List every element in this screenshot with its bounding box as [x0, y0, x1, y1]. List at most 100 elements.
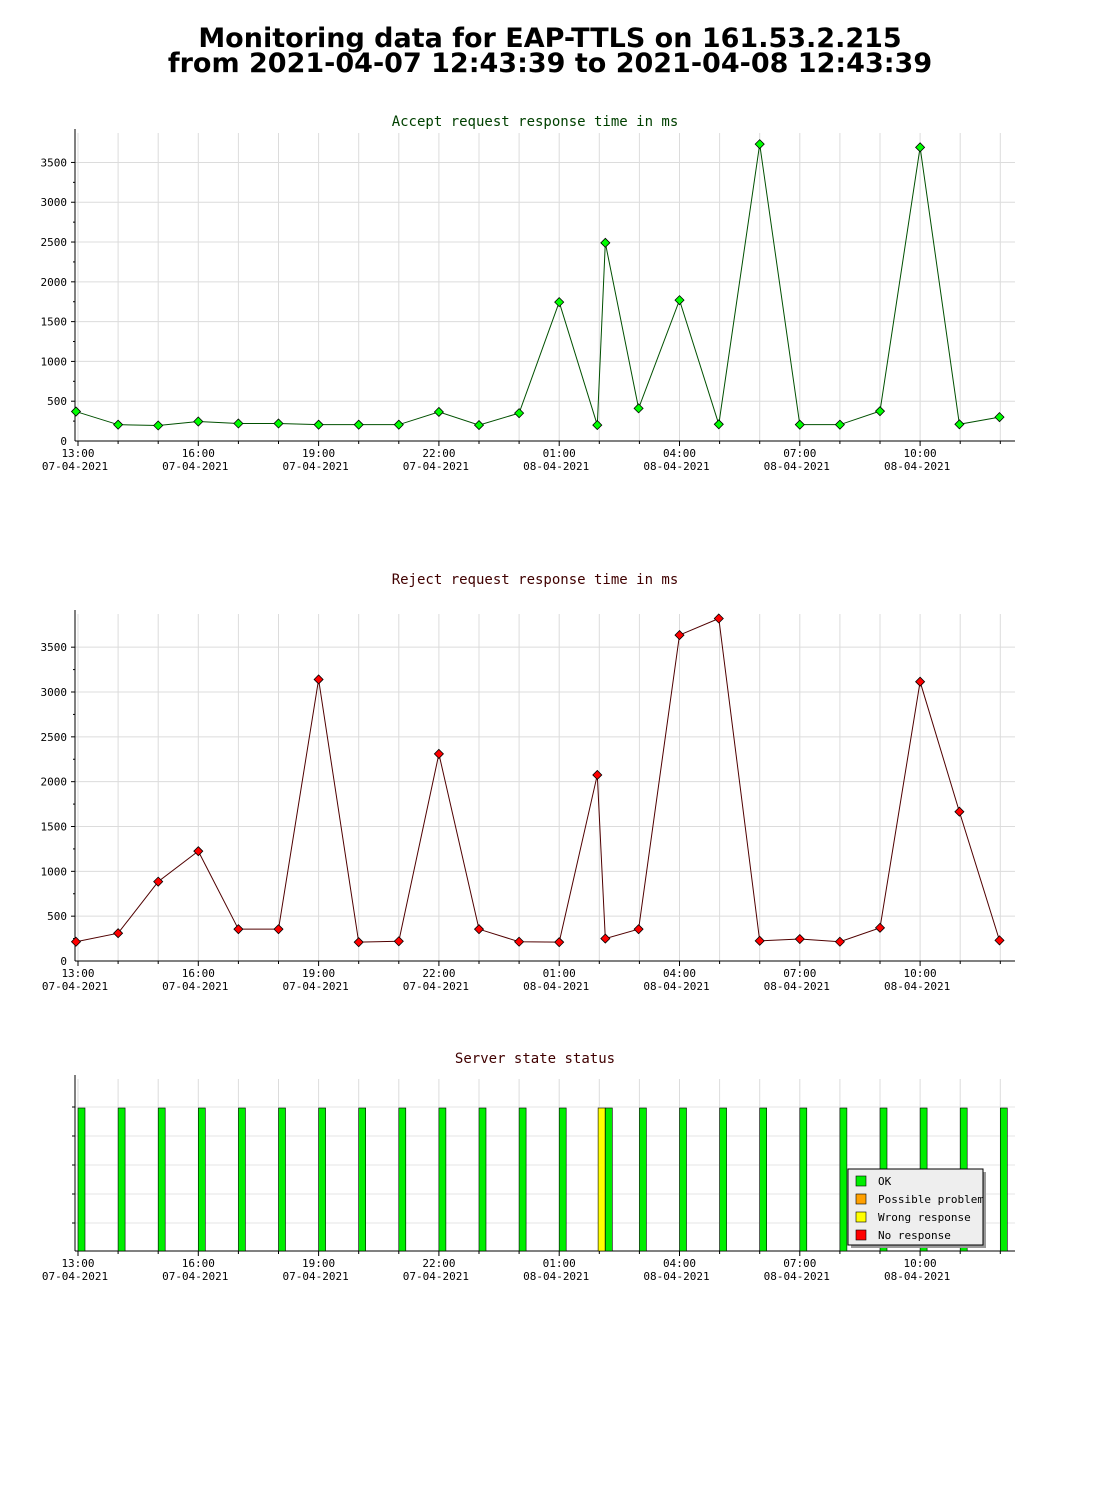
data-point — [874, 922, 886, 933]
x-tick-label-date: 07-04-2021 — [162, 460, 228, 473]
y-tick-label: 500 — [47, 910, 67, 923]
status-bar — [157, 1107, 166, 1252]
x-tick-label-date: 07-04-2021 — [162, 1270, 228, 1283]
data-point — [393, 936, 404, 947]
status-bar — [639, 1107, 647, 1252]
x-tick-label-date: 08-04-2021 — [643, 1270, 709, 1283]
data-point — [433, 748, 444, 759]
x-tick-label-date: 08-04-2021 — [643, 460, 709, 473]
y-tick-label: 0 — [60, 955, 67, 968]
data-point — [754, 139, 765, 150]
status-bar — [518, 1107, 527, 1252]
data-point — [473, 420, 485, 431]
data-point — [554, 937, 565, 948]
y-tick-label: 3000 — [41, 686, 68, 699]
data-point — [273, 418, 284, 429]
data-point — [874, 406, 886, 417]
data-point — [713, 613, 724, 624]
x-tick-label-date: 08-04-2021 — [884, 980, 950, 993]
status-bar — [799, 1107, 808, 1252]
y-tick-label: 2000 — [41, 276, 68, 289]
data-point — [600, 933, 611, 944]
chart-title-1: Reject request response time in ms — [392, 572, 679, 588]
x-tick-label-time: 10:00 — [904, 967, 937, 980]
x-tick-label-time: 10:00 — [904, 447, 937, 460]
y-tick-label: 3500 — [41, 156, 68, 169]
status-bar — [558, 1107, 567, 1252]
data-point — [313, 419, 324, 430]
x-tick-label-time: 04:00 — [663, 967, 696, 980]
page-title-line-2: from 2021-04-07 12:43:39 to 2021-04-08 1… — [167, 48, 933, 79]
data-point — [70, 406, 82, 417]
y-tick-label: 1500 — [41, 316, 68, 329]
status-bar — [478, 1107, 487, 1252]
x-tick-label-date: 07-04-2021 — [282, 1270, 348, 1283]
status-bar — [278, 1107, 286, 1252]
data-point — [994, 412, 1005, 423]
data-point — [514, 408, 525, 419]
data-point — [915, 676, 926, 687]
data-point — [433, 406, 444, 418]
x-tick-label-date: 08-04-2021 — [643, 980, 709, 993]
data-point — [554, 297, 565, 308]
x-tick-label-time: 19:00 — [302, 1257, 335, 1270]
y-tick-label: 1000 — [41, 865, 68, 878]
x-tick-label-date: 08-04-2021 — [884, 1270, 950, 1283]
x-tick-label-time: 10:00 — [904, 1257, 937, 1270]
status-bar — [679, 1107, 687, 1252]
data-point — [794, 419, 805, 430]
data-point — [233, 924, 244, 935]
data-point — [353, 937, 364, 948]
status-bar — [605, 1107, 613, 1252]
data-point — [193, 416, 204, 427]
legend-label: Wrong response — [878, 1211, 971, 1224]
chart-title-0: Accept request response time in ms — [392, 114, 679, 130]
x-tick-label-date: 08-04-2021 — [523, 1270, 589, 1283]
x-tick-label-time: 01:00 — [543, 447, 576, 460]
x-tick-label-date: 07-04-2021 — [42, 460, 108, 473]
data-point — [954, 419, 965, 430]
data-point — [233, 418, 244, 429]
data-point — [834, 936, 845, 947]
y-tick-label: 1000 — [41, 355, 68, 368]
y-tick-label: 1500 — [41, 821, 68, 834]
data-point — [153, 876, 164, 887]
data-point — [994, 935, 1005, 946]
chart-title-2: Server state status — [455, 1051, 615, 1067]
x-tick-label-time: 07:00 — [783, 447, 816, 460]
legend-swatch — [855, 1193, 867, 1205]
y-tick-label: 500 — [47, 395, 67, 408]
legend-swatch — [855, 1175, 867, 1187]
x-tick-label-date: 07-04-2021 — [282, 460, 348, 473]
legend-swatch — [855, 1229, 867, 1241]
status-bar — [117, 1107, 126, 1252]
x-tick-label-time: 13:00 — [61, 447, 94, 460]
x-tick-label-date: 07-04-2021 — [162, 980, 228, 993]
y-tick-label: 2500 — [41, 236, 68, 249]
x-tick-label-time: 07:00 — [783, 1257, 816, 1270]
status-bar — [759, 1107, 768, 1252]
data-point — [794, 933, 805, 945]
data-point — [393, 419, 404, 430]
y-tick-label: 3000 — [41, 196, 68, 209]
x-tick-label-time: 19:00 — [302, 447, 335, 460]
x-tick-label-time: 13:00 — [61, 1257, 94, 1270]
x-tick-label-date: 08-04-2021 — [523, 460, 589, 473]
y-tick-label: 2000 — [41, 776, 68, 789]
status-bar — [318, 1107, 326, 1252]
y-tick-label: 0 — [60, 435, 67, 448]
data-point — [514, 936, 525, 947]
legend-label: Possible problem — [878, 1193, 984, 1206]
legend-label: No response — [878, 1229, 951, 1242]
x-tick-label-time: 01:00 — [543, 1257, 576, 1270]
data-point — [954, 806, 965, 817]
x-tick-label-time: 16:00 — [182, 1257, 215, 1270]
x-tick-label-time: 01:00 — [543, 967, 576, 980]
data-point — [113, 419, 124, 430]
status-bar — [999, 1107, 1008, 1252]
y-tick-label: 3500 — [41, 641, 68, 654]
data-point — [313, 674, 324, 685]
series-line-0 — [75, 144, 1000, 426]
data-point — [834, 419, 845, 430]
